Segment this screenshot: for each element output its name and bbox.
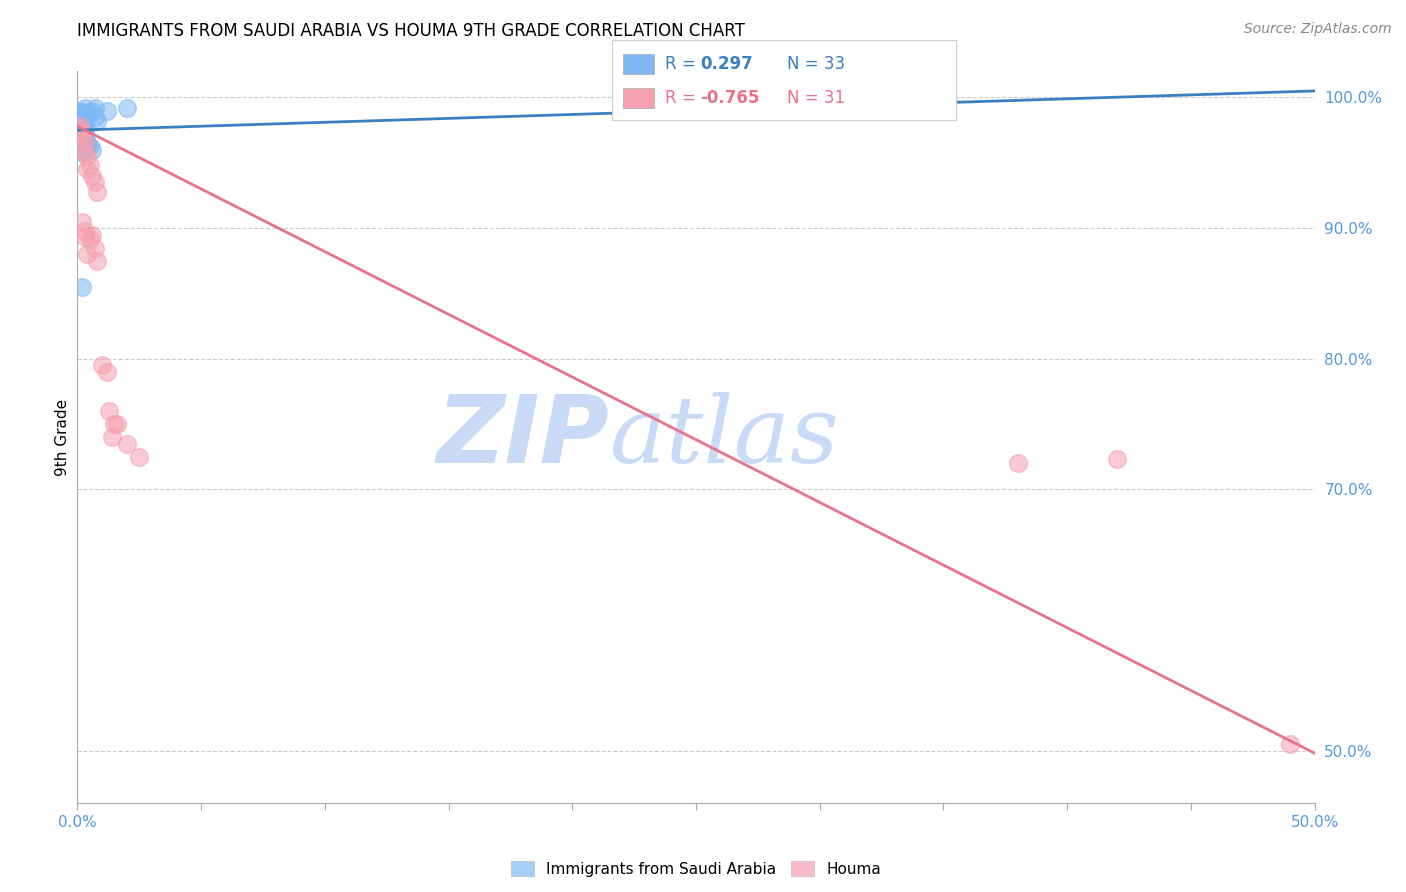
Point [69, 106, 91, 120]
Point [69, 110, 91, 124]
Point [83, 110, 105, 124]
Point [73, 123, 96, 137]
Point [1105, 452, 1128, 467]
Point [72, 129, 94, 144]
Y-axis label: 9th Grade: 9th Grade [55, 399, 70, 475]
Legend: Immigrants from Saudi Arabia, Houma: Immigrants from Saudi Arabia, Houma [505, 855, 887, 883]
Point [105, 417, 128, 431]
Point [72, 120, 94, 134]
Point [69, 103, 91, 118]
Point [1007, 456, 1029, 470]
Point [72, 118, 94, 132]
Point [69, 120, 91, 134]
Text: Source: ZipAtlas.com: Source: ZipAtlas.com [1244, 22, 1392, 37]
Point [72, 112, 94, 127]
Point [72, 214, 94, 228]
Point [82, 227, 104, 242]
Text: N = 31: N = 31 [787, 89, 845, 107]
Point [73, 136, 96, 151]
Point [73, 230, 96, 244]
Point [79, 138, 101, 153]
Point [72, 127, 94, 141]
Point [76, 107, 98, 121]
Point [76, 162, 98, 177]
Text: R =: R = [665, 89, 702, 107]
Point [91, 358, 114, 372]
Point [82, 169, 104, 183]
Point [115, 436, 138, 450]
Point [73, 224, 96, 238]
Point [86, 185, 108, 199]
Point [98, 404, 121, 418]
Point [103, 417, 125, 431]
Point [83, 241, 105, 255]
Point [82, 103, 104, 118]
Point [72, 106, 94, 120]
Text: R =: R = [665, 55, 702, 73]
Point [79, 106, 101, 120]
Text: -0.765: -0.765 [700, 89, 759, 107]
Point [79, 158, 101, 172]
Point [82, 143, 104, 157]
Point [96, 365, 118, 379]
Point [73, 117, 96, 131]
Point [73, 101, 96, 115]
Point [101, 430, 124, 444]
Text: atlas: atlas [609, 392, 839, 482]
Point [73, 132, 96, 146]
Point [69, 132, 91, 146]
Point [69, 145, 91, 160]
Point [72, 280, 94, 294]
Point [76, 136, 98, 151]
Text: ZIP: ZIP [436, 391, 609, 483]
Point [73, 145, 96, 160]
Point [73, 143, 96, 157]
Point [76, 247, 98, 261]
Point [96, 103, 118, 118]
Point [83, 175, 105, 189]
Text: N = 33: N = 33 [787, 55, 845, 73]
Point [128, 450, 150, 464]
Point [115, 101, 138, 115]
Text: IMMIGRANTS FROM SAUDI ARABIA VS HOUMA 9TH GRADE CORRELATION CHART: IMMIGRANTS FROM SAUDI ARABIA VS HOUMA 9T… [77, 22, 745, 40]
Point [83, 101, 105, 115]
Text: 0.297: 0.297 [700, 55, 754, 73]
Point [76, 149, 98, 163]
Point [73, 127, 96, 141]
Point [72, 127, 94, 141]
Point [69, 110, 91, 124]
Point [69, 129, 91, 144]
Point [86, 253, 108, 268]
Point [1278, 737, 1301, 751]
Point [72, 123, 94, 137]
Point [79, 231, 101, 245]
Point [76, 138, 98, 153]
Point [86, 114, 108, 128]
Point [69, 123, 91, 137]
Point [69, 120, 91, 134]
